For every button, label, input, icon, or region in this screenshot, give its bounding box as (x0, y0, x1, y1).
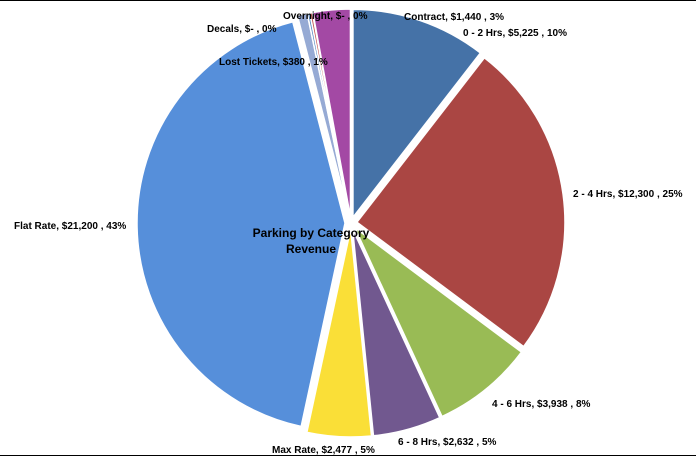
pie-slice-contract (311, 8, 352, 218)
data-label-0-2-hrs: 0 - 2 Hrs, $5,225 , 10% (463, 28, 567, 39)
pie-slice-6-8-hrs (351, 228, 441, 437)
data-label-lost-tickets: Lost Tickets, $380 , 1% (219, 57, 328, 68)
data-label-4-6-hrs: 4 - 6 Hrs, $3,938 , 8% (492, 399, 591, 410)
data-label-overnight: Overnight, $- , 0% (283, 11, 368, 22)
pie-slice-4-6-hrs (354, 227, 523, 418)
pie-slice-2-4-hrs (355, 56, 566, 348)
data-label-flat-rate: Flat Rate, $21,200 , 43% (14, 221, 126, 232)
pie-slice-flat-rate (136, 20, 346, 428)
pie-slice-max-rate (305, 228, 373, 438)
data-label-contract: Contract, $1,440 , 3% (404, 12, 504, 23)
data-label-decals: Decals, $- , 0% (207, 24, 277, 35)
data-labels: 0 - 2 Hrs, $5,225 , 10% 2 - 4 Hrs, $12,30… (14, 11, 683, 456)
chart-title-line-1: Parking by Category (253, 226, 370, 240)
data-label-6-8-hrs: 6 - 8 Hrs, $2,632 , 5% (398, 437, 497, 448)
data-label-2-4-hrs: 2 - 4 Hrs, $12,300 , 25% (573, 189, 683, 200)
chart-title-line-2: Revenue (286, 242, 336, 256)
pie-slices (136, 8, 566, 438)
data-label-max-rate: Max Rate, $2,477 , 5% (272, 445, 375, 456)
pie-slice-0-2-hrs (352, 8, 482, 220)
